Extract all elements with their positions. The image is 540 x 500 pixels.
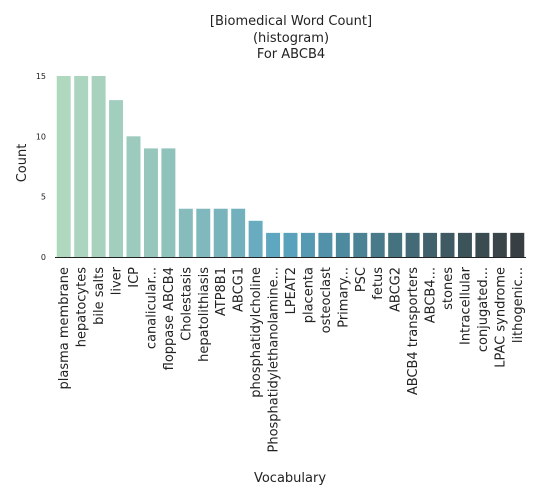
bar-24 (475, 232, 490, 257)
bar-19 (388, 232, 403, 257)
x-tick-label-20: ABCB4 transporters (406, 267, 421, 395)
y-axis-ticks: 0 5 10 15 (36, 72, 46, 262)
bar-23 (457, 232, 472, 257)
x-tick-label-7: Cholestasis (179, 267, 194, 341)
x-tick-label-21: ABCB4... (424, 267, 439, 323)
x-tick-label-2: bile salts (92, 267, 107, 325)
x-tick-label-24: conjugated... (476, 267, 491, 352)
y-tick-label-0: 0 (41, 253, 46, 262)
x-tick-label-9: ATP8B1 (214, 267, 229, 316)
x-tick-label-4: ICP (127, 267, 142, 288)
bar-21 (423, 232, 438, 257)
bar-8 (196, 208, 211, 257)
bar-6 (161, 148, 176, 257)
bar-7 (178, 208, 193, 257)
x-tick-label-15: osteoclast (319, 267, 334, 333)
bar-2 (91, 76, 106, 257)
bar-16 (335, 232, 350, 257)
x-tick-label-0: plasma membrane (57, 267, 72, 390)
bar-17 (353, 232, 368, 257)
bar-25 (492, 232, 507, 257)
x-tick-label-11: phosphatidylcholine (249, 267, 264, 398)
bar-12 (266, 232, 281, 257)
bars-group (56, 76, 525, 257)
x-tick-label-3: liver (110, 266, 125, 295)
bar-14 (300, 232, 315, 257)
x-tick-label-19: ABCG2 (389, 267, 404, 312)
x-tick-label-18: fetus (371, 267, 386, 300)
bar-18 (370, 232, 385, 257)
bar-4 (126, 136, 141, 257)
bar-26 (510, 232, 525, 257)
chart-title-line-3: For ABCB4 (257, 47, 325, 62)
x-tick-label-23: Intracellular (458, 266, 473, 345)
chart-title-line-2: (histogram) (253, 31, 329, 46)
x-tick-label-12: Phosphatidylethanolamine... (267, 267, 282, 453)
bar-13 (283, 232, 298, 257)
y-tick-label-1: 5 (41, 193, 46, 202)
x-tick-label-6: floppase ABCB4 (162, 267, 177, 370)
x-tick-label-26: lithogenic... (511, 267, 526, 343)
x-tick-label-14: placenta (301, 267, 316, 323)
bar-15 (318, 232, 333, 257)
x-tick-label-8: hepatolithiasis (197, 267, 212, 362)
y-tick-label-3: 15 (36, 72, 46, 81)
bar-22 (440, 232, 455, 257)
bar-9 (213, 208, 228, 257)
bar-1 (74, 76, 89, 257)
bar-10 (231, 208, 246, 257)
x-tick-label-22: stones (441, 267, 456, 310)
x-axis-label: Vocabulary (254, 471, 326, 486)
x-tick-label-1: hepatocytes (75, 267, 90, 347)
bar-5 (143, 148, 158, 257)
x-tick-label-16: Primary... (336, 267, 351, 328)
bar-3 (109, 100, 124, 257)
y-axis-label: Count (15, 144, 30, 183)
bar-20 (405, 232, 420, 257)
bar-11 (248, 220, 263, 257)
bar-0 (56, 76, 71, 257)
x-tick-label-25: LPAC syndrome (493, 267, 508, 368)
chart-title-line-1: [Biomedical Word Count] (210, 14, 372, 29)
x-tick-label-17: PSC (354, 267, 369, 292)
x-tick-label-5: canalicular... (144, 267, 159, 349)
y-tick-label-2: 10 (36, 132, 46, 141)
x-axis-tick-labels: plasma membrane hepatocytes bile salts live… (57, 266, 526, 452)
x-tick-label-13: LPEAT2 (284, 267, 299, 314)
x-tick-label-10: ABCG1 (232, 267, 247, 312)
